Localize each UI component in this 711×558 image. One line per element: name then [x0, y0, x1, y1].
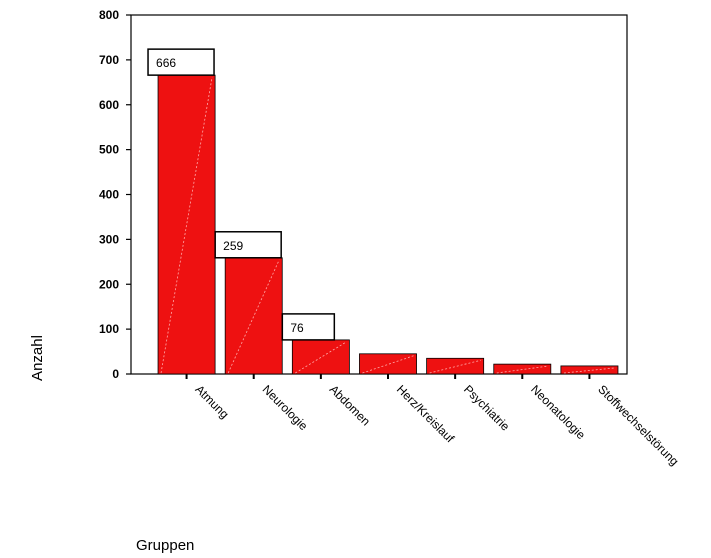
y-tick-label: 600 — [99, 98, 119, 112]
category-label: Neonatologie — [528, 382, 588, 442]
bar-highlight — [295, 341, 347, 374]
bar-highlight — [362, 355, 414, 374]
y-tick-label: 0 — [112, 367, 119, 381]
bar-highlight — [227, 259, 280, 374]
data-label: 666 — [156, 56, 176, 70]
bar-highlight — [429, 359, 481, 374]
data-label: 76 — [290, 321, 304, 335]
data-label-box — [147, 48, 215, 76]
y-tick-label: 700 — [99, 53, 119, 67]
bars: 666 259 76 — [147, 48, 619, 375]
x-axis: Atmung Neurologie Abdomen Herz/Kreislauf Psy… — [185, 374, 681, 468]
y-tick-label: 500 — [99, 143, 119, 157]
y-axis-title: Anzahl — [29, 335, 46, 381]
x-axis-title: Gruppen — [136, 537, 194, 554]
data-label-box — [281, 313, 336, 341]
category-label: Herz/Kreislauf — [394, 382, 458, 446]
bar — [224, 257, 283, 375]
bar — [157, 74, 216, 375]
y-tick-label: 200 — [99, 277, 119, 291]
bar-highlight — [496, 365, 548, 374]
category-label: Neurologie — [260, 382, 311, 433]
category-label: Psychiatrie — [461, 382, 513, 434]
category-label: Abdomen — [327, 382, 373, 428]
data-label: 259 — [223, 239, 243, 253]
y-tick-label: 400 — [99, 188, 119, 202]
y-tick-label: 300 — [99, 232, 119, 246]
y-axis: 0 100 200 300 400 500 600 700 800 — [99, 8, 131, 381]
category-label: Atmung — [192, 382, 231, 421]
y-tick-label: 100 — [99, 322, 119, 336]
y-tick-label: 800 — [99, 8, 119, 22]
data-label-box — [214, 231, 282, 259]
category-label: Stoffwechselstörung — [595, 382, 681, 468]
bar-highlight — [563, 367, 616, 374]
